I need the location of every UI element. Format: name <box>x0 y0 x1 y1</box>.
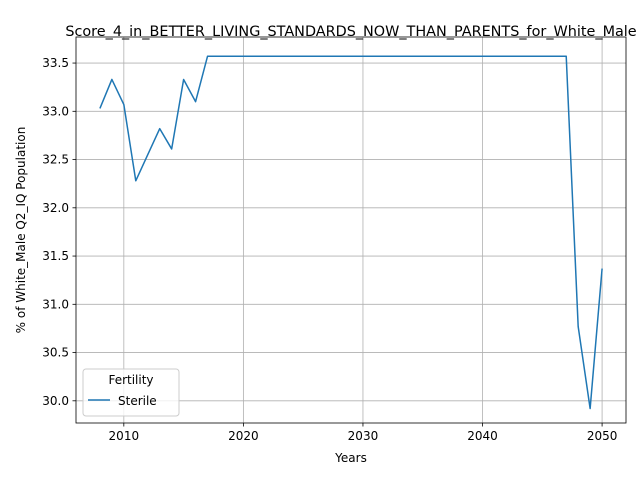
plot-frame <box>75 36 627 424</box>
y-axis-label: % of White_Male Q2_IQ Population <box>14 127 28 334</box>
y-tick-label: 31.5 <box>42 249 69 263</box>
x-axis-label: Years <box>334 451 367 465</box>
legend-title: Fertility <box>108 373 153 387</box>
y-tick-label: 33.0 <box>42 104 69 118</box>
x-tick-label: 2040 <box>467 429 498 443</box>
series-line-sterile <box>99 55 603 410</box>
grid-lines <box>76 37 626 423</box>
y-axis-ticks: 30.0 30.5 31.0 31.5 32.0 32.5 33.0 33.5 <box>42 56 76 408</box>
y-tick-label: 30.5 <box>42 346 69 360</box>
x-tick-label: 2050 <box>587 429 618 443</box>
x-tick-label: 2010 <box>109 429 140 443</box>
x-tick-label: 2030 <box>348 429 379 443</box>
legend: Fertility Sterile <box>82 368 180 417</box>
legend-box <box>82 368 180 417</box>
y-tick-label: 32.5 <box>42 153 69 167</box>
y-tick-label: 31.0 <box>42 297 69 311</box>
y-tick-label: 32.0 <box>42 201 69 215</box>
x-tick-label: 2020 <box>228 429 259 443</box>
legend-entry-sterile: Sterile <box>118 394 157 408</box>
x-axis-ticks: 2010 2020 2030 2040 2050 <box>109 423 618 443</box>
y-tick-label: 33.5 <box>42 56 69 70</box>
chart-title: Score_4_in_BETTER_LIVING_STANDARDS_NOW_T… <box>65 24 636 40</box>
series-lines <box>99 55 603 410</box>
y-tick-label: 30.0 <box>42 394 69 408</box>
